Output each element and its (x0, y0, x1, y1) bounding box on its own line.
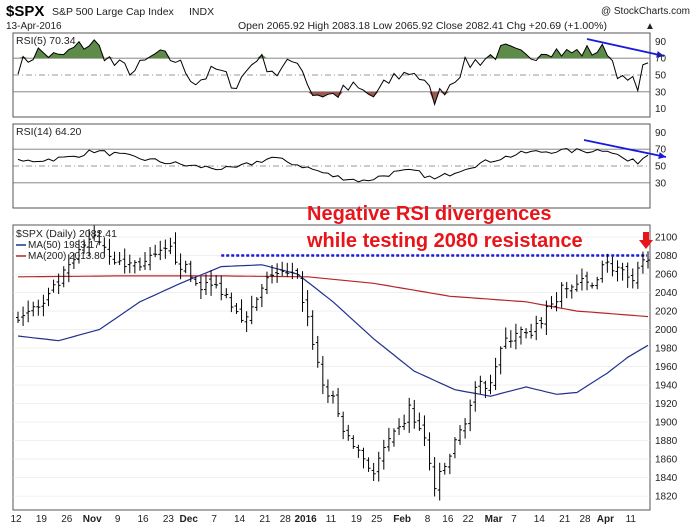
x-tick-label: 28 (280, 514, 292, 525)
x-tick-label: 21 (559, 514, 571, 525)
x-tick-label: 19 (351, 514, 363, 525)
rsi14-tick-label: 50 (655, 162, 667, 173)
x-tick-label: 28 (579, 514, 591, 525)
rsi5-divergence-arrow (586, 38, 665, 57)
rsi14-tick-label: 90 (655, 128, 667, 139)
price-tick-label: 2000 (655, 325, 678, 336)
x-tick-label: 16 (137, 514, 149, 525)
rsi5-tick-label: 90 (655, 37, 667, 48)
x-tick-label: Feb (393, 514, 411, 525)
x-tick-label: Apr (597, 514, 614, 525)
price-tick-label: 1980 (655, 344, 678, 355)
x-tick-label: 14 (234, 514, 246, 525)
chart-name: S&P 500 Large Cap Index (52, 6, 175, 18)
annotation-line-2: while testing 2080 resistance (306, 230, 583, 252)
x-tick-label: 22 (463, 514, 475, 525)
x-tick-label: 25 (371, 514, 383, 525)
x-tick-label: 23 (163, 514, 175, 525)
price-tick-label: 2020 (655, 307, 678, 318)
chart-date: 13-Apr-2016 (6, 21, 62, 32)
price-tick-label: 1840 (655, 473, 678, 484)
x-tick-label: Dec (180, 514, 199, 525)
watermark: @ StockCharts.com (601, 6, 690, 17)
x-tick-label: 16 (442, 514, 454, 525)
rsi5-tick-label: 10 (655, 104, 667, 115)
price-tick-label: 1860 (655, 455, 678, 466)
x-tick-label: 11 (626, 514, 637, 525)
price-tick-label: 2080 (655, 251, 678, 262)
price-tick-label: 1940 (655, 381, 678, 392)
rsi5-divergence-arrow-head (656, 51, 664, 58)
ma200-line (18, 275, 649, 318)
price-panel (12, 224, 651, 511)
ma200-label: MA(200) 2013.80 (28, 251, 106, 262)
price-tick-label: 1880 (655, 436, 678, 447)
price-tick-label: 1900 (655, 418, 678, 429)
x-tick-label: 7 (211, 514, 217, 525)
x-tick-label: 7 (511, 514, 517, 525)
rsi5-label: RSI(5) 70.34 (16, 35, 76, 47)
rsi5-tick-label: 70 (655, 54, 667, 65)
x-tick-label: 21 (259, 514, 271, 525)
quote-line: Open 2065.92 High 2083.18 Low 2065.92 Cl… (238, 20, 607, 32)
x-tick-label: 14 (534, 514, 546, 525)
rsi14-divergence-arrow-head (658, 152, 666, 159)
x-tick-label: 9 (115, 514, 121, 525)
down-arrow-icon (639, 232, 653, 249)
x-tick-label: Nov (83, 514, 102, 525)
price-tick-label: 1920 (655, 399, 678, 410)
chart-symbol: $SPX (6, 3, 44, 20)
rsi5-tick-label: 30 (655, 87, 667, 98)
price-tick-label: 1960 (655, 362, 678, 373)
quote-arrow-icon: ▲ (645, 21, 655, 32)
chart-exchange: INDX (189, 6, 214, 18)
rsi14-label: RSI(14) 64.20 (16, 126, 82, 138)
price-tick-label: 1820 (655, 492, 678, 503)
rsi5-tick-label: 50 (655, 71, 667, 82)
ma50-label: MA(50) 1983.17 (28, 240, 100, 251)
price-tick-label: 2040 (655, 288, 678, 299)
x-tick-label: 26 (61, 514, 73, 525)
x-tick-label: 11 (326, 514, 337, 525)
ma50-line (17, 264, 649, 397)
price-label: $SPX (Daily) 2082.41 (16, 228, 117, 240)
rsi14-divergence-arrow (583, 139, 667, 158)
price-tick-label: 2100 (655, 233, 678, 244)
rsi14-tick-label: 30 (655, 178, 667, 189)
rsi5-line (17, 39, 649, 107)
x-tick-label: 19 (36, 514, 48, 525)
rsi14-line (17, 147, 649, 183)
x-tick-label: 2016 (294, 514, 317, 525)
x-tick-label: 12 (10, 514, 22, 525)
x-tick-label: Mar (485, 514, 503, 525)
rsi14-tick-label: 70 (655, 145, 667, 156)
x-tick-label: 8 (425, 514, 431, 525)
rsi5-overbought-fill (18, 39, 648, 59)
annotation-line-1: Negative RSI divergences (307, 203, 552, 225)
price-tick-label: 2060 (655, 270, 678, 281)
